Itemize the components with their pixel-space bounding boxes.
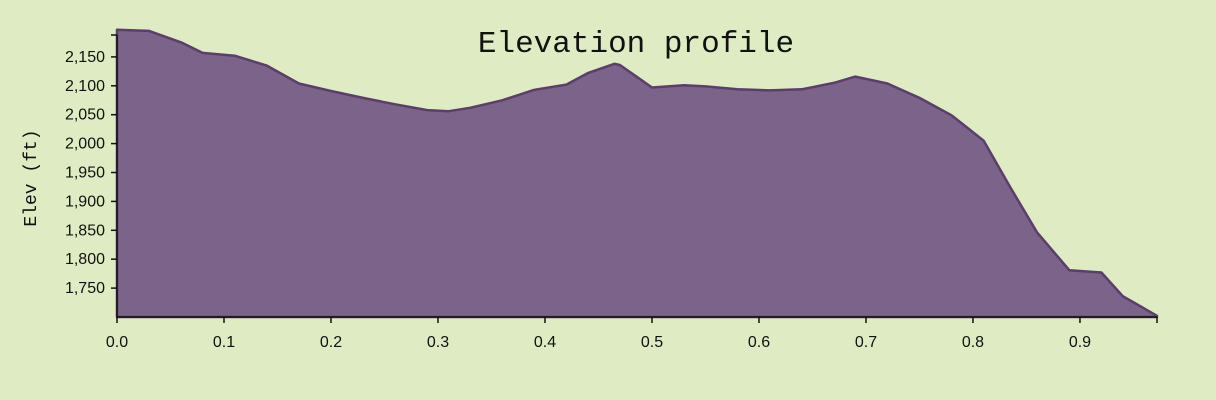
elevation-area-series-0 <box>115 28 1159 319</box>
x-tick-label: 0.1 <box>213 334 235 351</box>
x-tick-label: 0.6 <box>748 334 770 351</box>
x-tick-label: 0.7 <box>855 334 877 351</box>
y-tick-label: 1,950 <box>65 165 105 182</box>
x-tick-label: 0.4 <box>534 334 556 351</box>
y-tick-label: 1,900 <box>65 193 105 210</box>
y-tick-label: 1,800 <box>65 251 105 268</box>
y-tick-label: 2,100 <box>65 78 105 95</box>
y-tick-label: 2,150 <box>65 49 105 66</box>
y-axis: 1,750 1,800 1,850 1,900 1,950 2,000 2,050 2,100… <box>65 34 118 317</box>
x-tick-label: 0.9 <box>1069 334 1091 351</box>
y-tick-label: 2,000 <box>65 136 105 153</box>
y-tick-label: 2,050 <box>65 107 105 124</box>
y-tick-label: 1,850 <box>65 222 105 239</box>
x-tick-label: 0.3 <box>427 334 449 351</box>
x-tick-label: 0.2 <box>320 334 342 351</box>
x-axis: 0.0 0.1 0.2 0.3 0.4 0.5 0.6 0.7 0.8 0.9 <box>106 316 1158 351</box>
x-tick-label: 0.8 <box>962 334 984 351</box>
x-tick-label: 0.0 <box>106 334 128 351</box>
y-tick-label: 1,750 <box>65 280 105 297</box>
y-axis-label: Elev (ft) <box>22 129 42 226</box>
plot-area <box>115 28 1159 319</box>
x-tick-label: 0.5 <box>641 334 663 351</box>
chart-title: Elevation profile <box>478 27 794 62</box>
